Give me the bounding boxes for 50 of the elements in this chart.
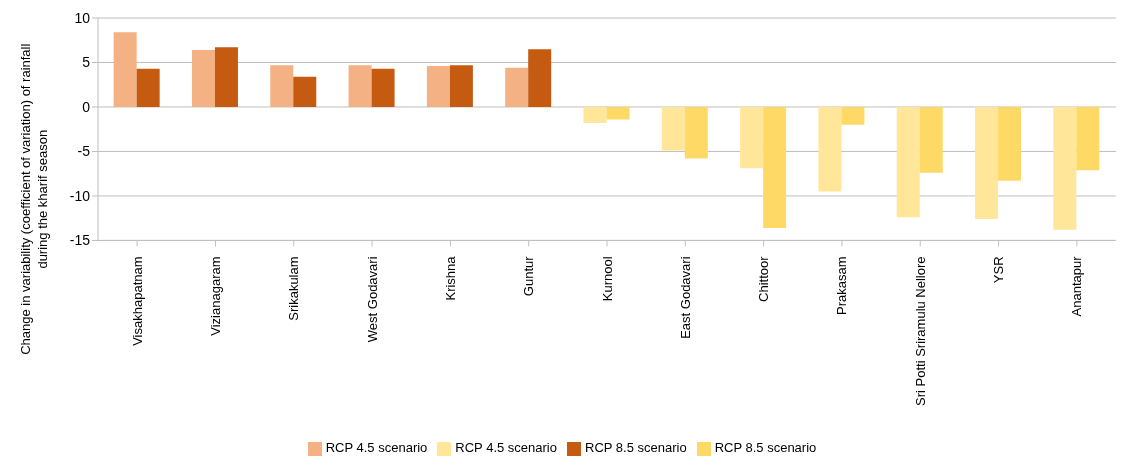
- y-tick-label: 10: [74, 9, 91, 26]
- bar: [505, 67, 529, 107]
- legend-label: RCP 8.5 scenario: [714, 440, 817, 456]
- x-tick-label: Srikakulam: [286, 256, 302, 321]
- legend-label: RCP 4.5 scenario: [455, 440, 557, 456]
- bar: [270, 65, 294, 107]
- x-tick-label: Anantapur: [1069, 255, 1085, 317]
- x-tick-label: YSR: [991, 256, 1007, 284]
- bar: [293, 76, 317, 107]
- bar: [896, 106, 920, 218]
- bar: [449, 65, 473, 107]
- x-tick-label: Guntur: [521, 255, 537, 297]
- bar: [136, 68, 160, 107]
- bar: [606, 106, 630, 120]
- bar: [1076, 106, 1100, 171]
- x-tick-label: Kurnool: [599, 256, 615, 302]
- x-tick-label: Prakasam: [834, 256, 850, 315]
- bar: [841, 106, 865, 125]
- x-tick-label: Visakhapatnam: [129, 256, 145, 346]
- y-tick-label: 0: [82, 98, 91, 115]
- x-tick-label: West Godavari: [364, 256, 380, 343]
- bar: [818, 106, 842, 192]
- bar: [1053, 106, 1077, 230]
- x-tick-label: Krishna: [442, 255, 458, 301]
- bar: [763, 106, 787, 228]
- y-tick-label: -10: [69, 187, 91, 204]
- bar: [528, 49, 552, 107]
- x-tick-label: Sri Potti Sriramulu Nellore: [912, 256, 928, 406]
- bar: [919, 106, 943, 173]
- bar: [191, 50, 215, 107]
- bar: [113, 32, 137, 107]
- x-tick-label: East Godavari: [677, 256, 693, 339]
- bar: [661, 106, 685, 151]
- y-axis-title: Change in variability (coefficient of variation) of rainfall during the kharif season: [18, 43, 50, 355]
- y-tick-label: 5: [82, 54, 91, 71]
- bar: [371, 68, 395, 107]
- bar: [975, 106, 999, 220]
- x-tick-label: Chittoor: [756, 255, 772, 302]
- bar: [426, 66, 450, 107]
- y-tick-label: -15: [69, 232, 91, 249]
- y-tick-label: -5: [77, 143, 91, 160]
- legend-label: RCP 8.5 scenario: [585, 440, 687, 456]
- bar: [684, 106, 708, 159]
- x-tick-label: Vizianagaram: [207, 256, 223, 336]
- bar: [740, 106, 764, 169]
- bar: [583, 106, 607, 123]
- bar: [214, 47, 238, 107]
- bar: [998, 106, 1022, 181]
- bar: [348, 65, 372, 107]
- legend-label: RCP 4.5 scenario: [325, 440, 428, 456]
